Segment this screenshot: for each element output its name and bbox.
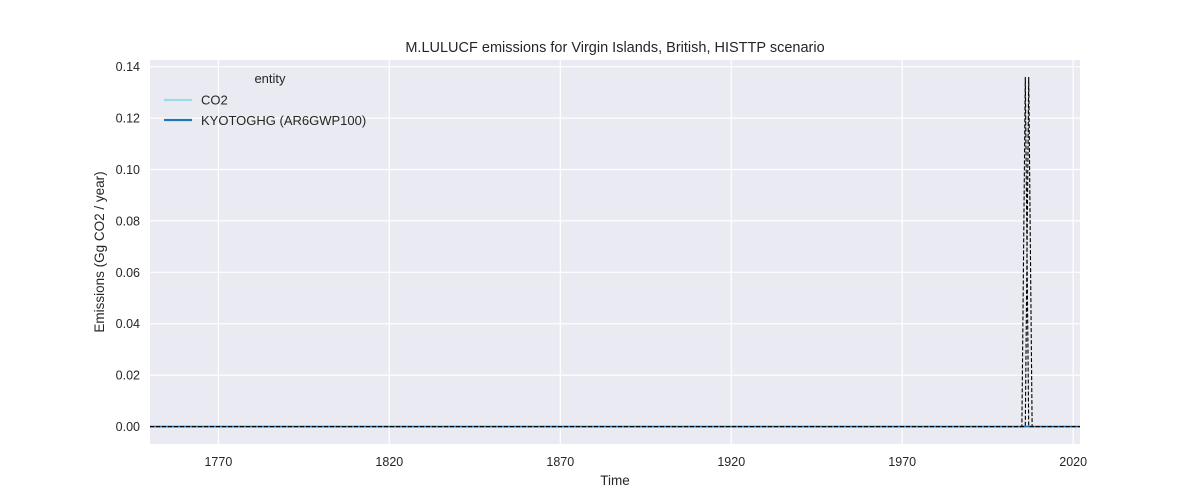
y-tick-label: 0.00 <box>116 420 140 434</box>
chart-title: M.LULUCF emissions for Virgin Islands, B… <box>405 40 824 56</box>
legend-label-kyotoghg: KYOTOGHG (AR6GWP100) <box>201 113 366 128</box>
x-tick-label: 1820 <box>375 455 403 469</box>
legend-label-co2: CO2 <box>201 93 228 108</box>
y-axis-ticks: 0.00 0.02 0.04 0.06 0.08 0.10 0.12 0.14 <box>116 60 140 434</box>
y-tick-label: 0.10 <box>116 163 140 177</box>
x-tick-label: 1920 <box>717 455 745 469</box>
y-tick-label: 0.12 <box>116 112 140 126</box>
series-line-3 <box>150 76 1080 428</box>
x-tick-label: 1870 <box>546 455 574 469</box>
x-axis-label: Time <box>600 473 630 488</box>
legend-title: entity <box>254 71 286 86</box>
series-lines <box>150 76 1080 428</box>
y-tick-label: 0.06 <box>116 266 140 280</box>
y-axis-label: Emissions (Gg CO2 / year) <box>92 171 107 332</box>
x-tick-label: 1970 <box>888 455 916 469</box>
legend: entity CO2 KYOTOGHG (AR6GWP100) <box>164 71 366 128</box>
x-axis-ticks: 1770 1820 1870 1920 1970 2020 <box>204 455 1087 469</box>
y-tick-label: 0.08 <box>116 214 140 228</box>
y-tick-label: 0.02 <box>116 369 140 383</box>
plot-area <box>150 60 1080 444</box>
y-tick-label: 0.14 <box>116 60 140 74</box>
x-tick-label: 2020 <box>1059 455 1087 469</box>
x-tick-label: 1770 <box>204 455 232 469</box>
y-tick-label: 0.04 <box>116 317 140 331</box>
